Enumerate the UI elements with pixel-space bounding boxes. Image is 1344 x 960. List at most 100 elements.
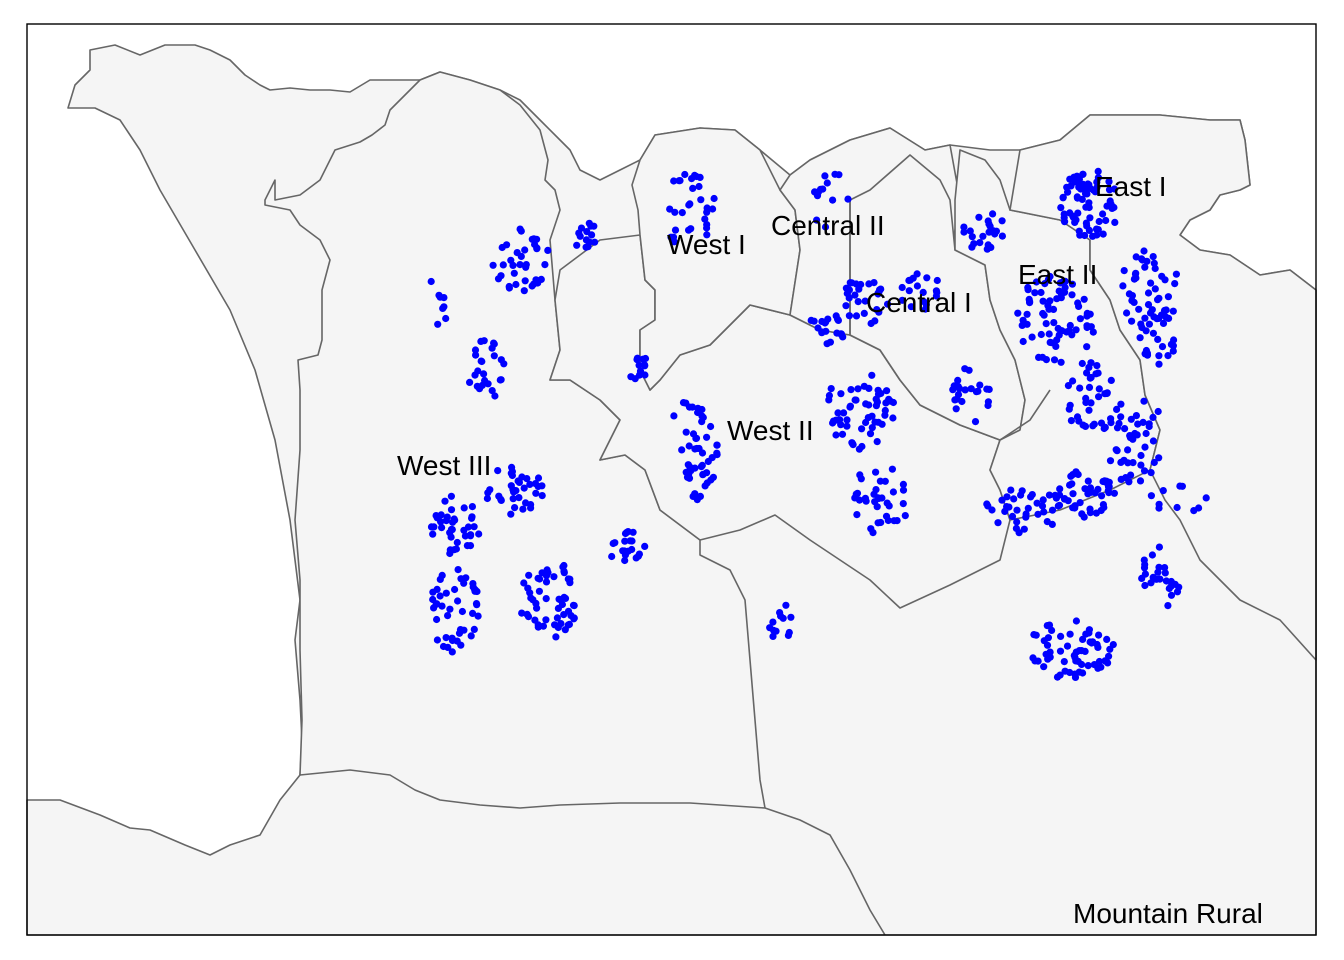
point-marker xyxy=(488,387,496,395)
point-marker xyxy=(1109,641,1117,649)
point-marker xyxy=(1029,654,1037,662)
point-marker xyxy=(709,473,718,481)
point-marker xyxy=(1022,510,1030,518)
point-marker xyxy=(871,418,879,426)
point-marker xyxy=(703,433,711,441)
point-marker xyxy=(777,612,785,620)
point-marker xyxy=(1117,413,1125,421)
point-marker xyxy=(1105,489,1113,497)
point-marker xyxy=(670,412,678,420)
point-marker xyxy=(970,240,978,248)
point-marker xyxy=(1042,320,1050,328)
point-marker xyxy=(460,626,468,634)
point-marker xyxy=(844,195,852,203)
point-marker xyxy=(437,511,445,519)
point-marker xyxy=(889,488,898,496)
point-marker xyxy=(1094,485,1102,493)
point-marker xyxy=(1085,383,1094,391)
map-frame xyxy=(26,23,1317,936)
point-marker xyxy=(519,505,527,513)
point-marker xyxy=(1060,210,1068,218)
point-marker xyxy=(1014,309,1022,317)
point-marker xyxy=(1072,326,1080,334)
point-marker xyxy=(787,613,795,621)
point-marker xyxy=(1147,579,1155,587)
point-marker xyxy=(954,376,962,384)
point-marker xyxy=(1099,230,1107,238)
point-marker xyxy=(1155,504,1163,512)
point-marker xyxy=(1085,226,1093,234)
point-marker xyxy=(526,480,534,488)
point-marker xyxy=(1140,247,1148,255)
point-marker xyxy=(865,401,873,409)
point-marker xyxy=(490,352,498,360)
point-marker xyxy=(960,228,968,236)
point-marker xyxy=(1145,320,1153,328)
point-marker xyxy=(834,409,842,417)
point-marker xyxy=(439,642,448,651)
point-marker xyxy=(1095,217,1103,226)
point-marker xyxy=(1154,296,1162,304)
point-marker xyxy=(881,411,889,419)
point-marker xyxy=(960,223,968,231)
point-marker xyxy=(827,385,835,393)
point-marker xyxy=(832,431,840,439)
point-marker xyxy=(1069,377,1077,385)
point-marker xyxy=(671,226,680,234)
point-marker xyxy=(1103,635,1111,644)
point-marker xyxy=(505,282,513,291)
point-marker xyxy=(478,357,486,366)
point-marker xyxy=(533,235,541,243)
point-marker xyxy=(1065,405,1073,413)
point-marker xyxy=(1056,647,1065,655)
point-marker xyxy=(515,494,523,502)
point-marker xyxy=(453,538,461,547)
point-marker xyxy=(1113,447,1121,455)
point-marker xyxy=(542,578,551,586)
point-marker xyxy=(692,434,700,443)
point-marker xyxy=(635,361,643,369)
point-marker xyxy=(1150,458,1158,467)
point-marker xyxy=(489,261,497,269)
point-marker xyxy=(678,209,686,217)
point-marker xyxy=(1158,343,1167,351)
point-marker xyxy=(446,546,454,554)
point-marker xyxy=(641,354,650,363)
point-marker xyxy=(872,395,880,403)
point-marker xyxy=(500,360,508,368)
point-marker xyxy=(1019,337,1027,346)
point-marker xyxy=(1137,451,1145,460)
point-marker xyxy=(509,495,517,503)
label-east-ii: East II xyxy=(1018,259,1097,290)
point-marker xyxy=(471,346,480,354)
point-marker xyxy=(529,596,537,604)
point-marker xyxy=(427,523,436,531)
point-marker xyxy=(689,184,697,192)
point-marker xyxy=(1079,669,1087,677)
point-marker xyxy=(448,648,456,656)
point-marker xyxy=(1094,226,1102,234)
point-marker xyxy=(433,636,441,644)
point-marker xyxy=(881,477,889,485)
point-marker xyxy=(564,607,573,615)
point-marker xyxy=(1076,384,1084,392)
point-marker xyxy=(968,233,976,241)
point-marker xyxy=(1132,253,1140,261)
point-marker xyxy=(1111,218,1119,226)
point-marker xyxy=(565,620,574,629)
point-marker xyxy=(1147,279,1155,287)
point-marker xyxy=(641,542,649,551)
point-marker xyxy=(877,389,885,398)
point-marker xyxy=(1156,575,1164,583)
point-marker xyxy=(474,612,482,620)
point-marker xyxy=(979,232,987,240)
label-east-i: East I xyxy=(1095,171,1167,202)
point-marker xyxy=(694,404,702,412)
point-marker xyxy=(1086,214,1094,222)
point-marker xyxy=(462,574,470,582)
point-marker xyxy=(1159,487,1167,495)
point-marker xyxy=(1138,574,1146,583)
point-marker xyxy=(852,396,860,404)
point-marker xyxy=(1147,469,1155,477)
point-marker xyxy=(522,261,530,269)
